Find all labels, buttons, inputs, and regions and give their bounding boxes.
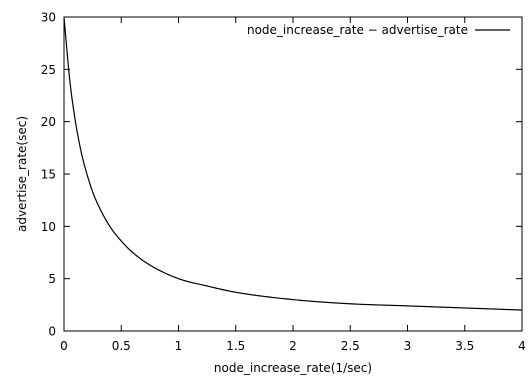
x-axis-label: node_increase_rate(1/sec) — [214, 361, 372, 375]
y-tick-label: 10 — [41, 220, 56, 234]
y-tick-label: 0 — [48, 325, 56, 339]
y-tick-label: 5 — [48, 272, 56, 286]
x-tick-label: 0 — [60, 339, 68, 353]
y-tick-label: 25 — [41, 63, 56, 77]
x-tick-label: 1.5 — [226, 339, 245, 353]
x-tick-label: 1 — [175, 339, 183, 353]
x-tick-label: 3.5 — [455, 339, 474, 353]
plot-frame — [63, 16, 523, 332]
x-tick-label: 2.5 — [341, 339, 360, 353]
x-tick-label: 2 — [289, 339, 297, 353]
y-tick-label: 20 — [41, 115, 56, 129]
legend-label: node_increase_rate − advertise_rate — [247, 23, 468, 37]
y-tick-label: 15 — [41, 168, 56, 182]
legend: node_increase_rate − advertise_rate — [247, 23, 510, 37]
x-tick-label: 0.5 — [112, 339, 131, 353]
x-tick-label: 3 — [404, 339, 412, 353]
x-tick-label: 4 — [518, 339, 526, 353]
series-line — [63, 16, 523, 311]
ticks-layer: 0 0.5 1 1.5 2 2.5 3 3.5 4 0 5 10 15 20 25 30 — [41, 11, 526, 354]
y-tick-label: 30 — [41, 11, 56, 25]
y-axis-label: advertise_rate(sec) — [15, 116, 29, 232]
